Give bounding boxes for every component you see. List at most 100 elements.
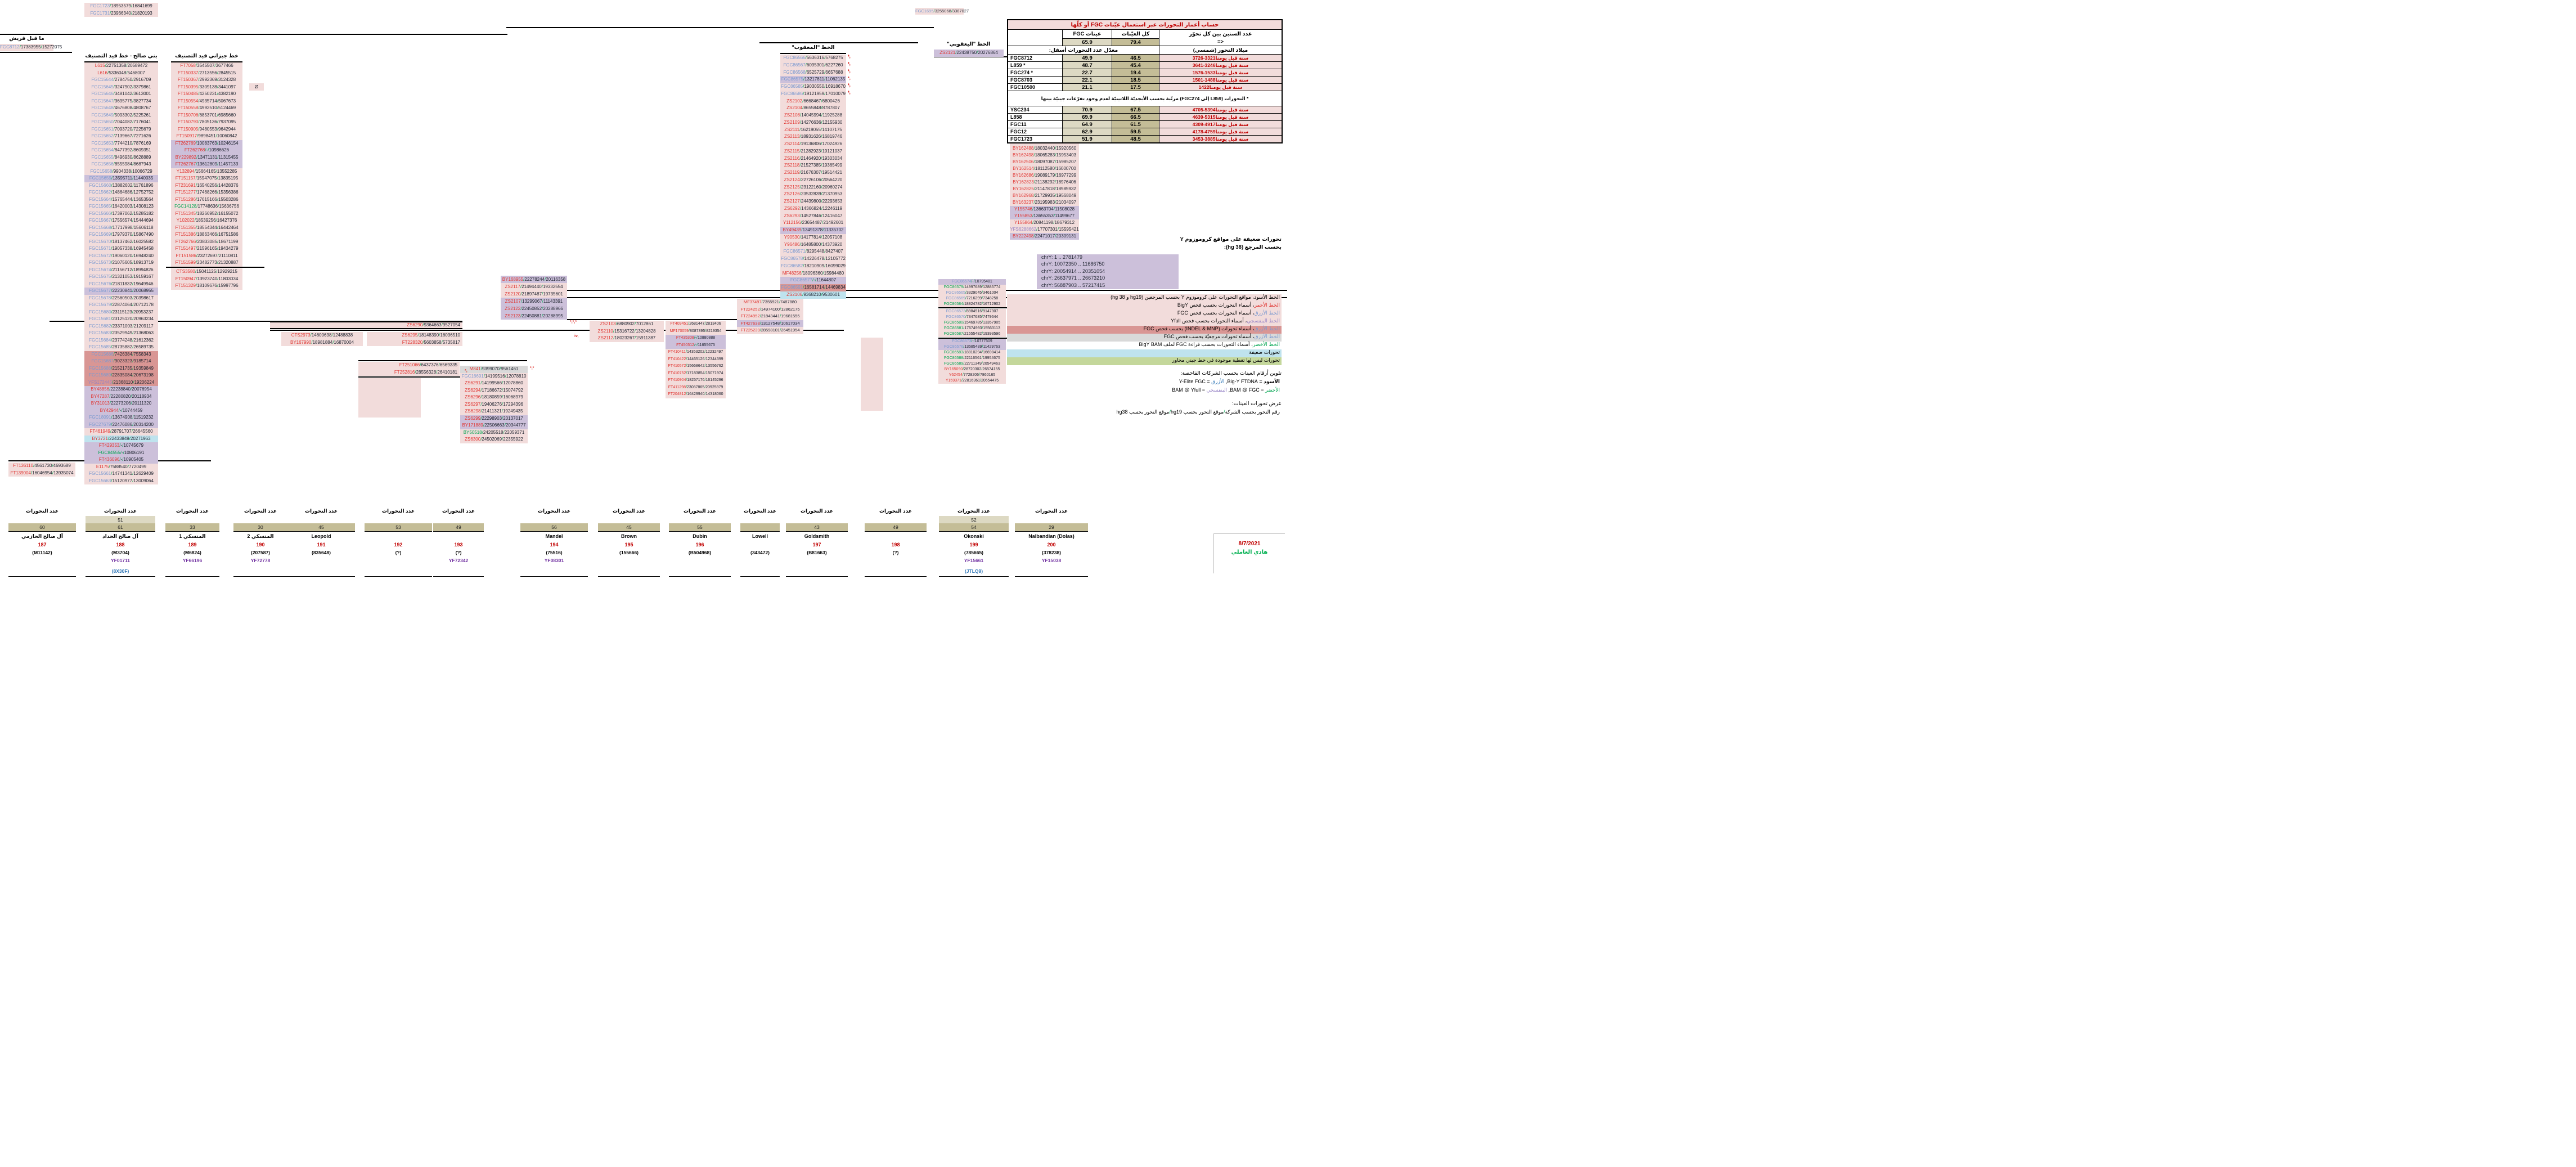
snp-cell-FGC15678: FGC15678/22560503/20398617 [84, 294, 158, 302]
age-val-all: 17.5 [1112, 83, 1159, 91]
snp-cell-FT262768: FT262768/-/10986626 [171, 147, 242, 154]
age-date-range: 4309-4917سنة قبل يومنا [1159, 120, 1282, 128]
snp-cell-BY162506: BY162506/18097087/15985207 [1010, 159, 1079, 165]
snp-cell-FGC86569: FGC86569/7216299/7348258 [938, 296, 1006, 302]
snp-name: ZS2121 [939, 50, 956, 55]
branch-marker: *, [848, 62, 851, 66]
snp-name: BY50518 [463, 429, 482, 435]
legend-row: الخط الأسود، مواقع التحورات على كروموزوم… [1007, 294, 1282, 302]
snp-cell-YFS172445: YFS172445/21368110/19206224 [84, 379, 158, 386]
snp-cell-FGC15668: FGC15668/17717998/15606118 [84, 224, 158, 231]
snp-name: FT151497 [175, 246, 196, 251]
snp-cell-FT150558: FT150558/4992510/5124469 [171, 105, 242, 112]
snp-name: FGC15682 [89, 323, 111, 329]
sample-number: 200 [1047, 542, 1056, 547]
branch-marker: *, [465, 369, 467, 373]
snp-cell-BY42944: BY42944/-/10744459 [84, 407, 158, 414]
snp-name: FT139004 [10, 470, 31, 475]
snp-name: YFS172445 [88, 379, 113, 385]
snp-name: FT262767 [175, 161, 196, 167]
age-col-all: كل العيّنات [1112, 29, 1159, 38]
snp-name: BY31013 [91, 401, 110, 406]
age-val-all: 18.5 [1112, 76, 1159, 83]
snp-cell-FGC15664: FGC15664/15765444/13653564 [84, 196, 158, 203]
snp-cell-BY167990: BY167990/18981884/16870004 [281, 339, 363, 346]
sample-col-underline [287, 576, 355, 577]
sample-col-header: عدد التحورات [1035, 508, 1068, 514]
snp-name: FGC15646 [91, 91, 114, 96]
sample-name: Brown [621, 533, 637, 539]
snp-cell-FT411298: FT411298/23087865/20925979 [666, 384, 726, 391]
sample-kit-id: (?) [455, 550, 462, 555]
branch-marker: *, [848, 91, 851, 95]
sample-yfull-id: YF15038 [1041, 558, 1062, 563]
sample-name: Mandel [545, 533, 563, 539]
sample-count-bar: 53 [365, 523, 432, 532]
snp-cell-FGC86579: FGC86579/14997689/12885774 [938, 285, 1006, 290]
snp-name: FGC15678 [89, 295, 111, 300]
age-val-all: 48.5 [1112, 135, 1159, 142]
snp-name: FT262768 [184, 147, 205, 152]
age-fgc-avg: 65.9 [1062, 38, 1112, 46]
snp-cell-FGC15666: FGC15666/17397062/15285182 [84, 210, 158, 217]
age-date-range: 4705-5394سنة قبل يومنا [1159, 106, 1282, 113]
sample-yfull-id: YF72342 [448, 558, 469, 563]
sample-count-bar: 33 [165, 523, 219, 532]
sample-col-header: عدد التحورات [743, 508, 777, 514]
snp-cell-FGC15669: FGC15669/17979370/15867490 [84, 231, 158, 239]
snp-cell-ZS6297: ZS6297/19406276/17294396 [460, 401, 528, 408]
sample-col-header: عدد التحورات [304, 508, 338, 514]
snp-cell-BY31013: BY31013/22273206/20111320 [84, 400, 158, 407]
snp-cell-FGC8712: FGC8712/17383955/15272075 [0, 44, 62, 51]
snp-name: FGC15659 [89, 176, 111, 181]
snp-name: FT150485 [177, 91, 199, 96]
snp-name: BY47287 [91, 393, 110, 399]
snp-cell-BY48856: BY48856/22238840/20076954 [84, 386, 158, 393]
snp-cell-FGC15673: FGC15673/21075605/18913719 [84, 259, 158, 267]
snp-cell-FT450512: FT450512/-/11655675 [666, 342, 726, 349]
snp-cell-FGC86591: FGC86591/16581714/14469834 [780, 284, 846, 291]
sample-yfull-id: YF72778 [250, 558, 271, 563]
snp-name: BY163237 [1012, 200, 1034, 205]
snp-name: FT150558 [177, 105, 199, 110]
sample-col-underline [1015, 576, 1088, 577]
age-val-all: 59.5 [1112, 128, 1159, 135]
snp-cell-FGC86584: FGC86584/18824782/16712902 [938, 302, 1006, 307]
sample-number: 198 [891, 542, 900, 547]
snp-cell-FT262769: FT262769/10083763/10246154 [171, 140, 242, 147]
snp-name: BY162514 [1013, 166, 1034, 171]
snp-cell-MF37497: MF37497/7355921/7487880 [737, 299, 803, 306]
snp-cell-FGC16691: FGC16691/14199516/12078810 [460, 372, 528, 380]
snp-cell-FT150395: FT150395/3309138/3441097 [171, 83, 242, 91]
snp-cell-ZS6294: ZS6294/17186672/15074792 [460, 387, 528, 394]
snp-name: BY222498 [1012, 234, 1034, 239]
age-val-fgc: 22.1 [1062, 76, 1112, 83]
sample-count-bar: 61 [86, 523, 155, 532]
sample-count-bar: 49 [433, 523, 484, 532]
snp-cell-ZS6292: ZS6292/14366824/12246119 [780, 205, 846, 213]
tree-line [0, 34, 507, 35]
sample-name: آل صالح الحداد [102, 533, 138, 539]
snp-cell-FGC86575: FGC86575/13217811/11062135 [780, 76, 846, 83]
sample-number: 195 [624, 542, 633, 547]
sample-count-bar [740, 523, 780, 532]
snp-cell-ZS2117: ZS2117/21494440/19332554 [501, 283, 567, 290]
snp-name: FGC15669 [89, 232, 111, 237]
snp-cell-ZS2116: ZS2116/21464920/19303034 [780, 155, 846, 163]
snp-cell-Y62454: Y62454/7728206/7860165 [938, 372, 1006, 378]
snp-name: FGC86577 [790, 277, 812, 283]
age-date-range: 4639-5315سنة قبل يومنا [1159, 113, 1282, 120]
snp-cell-L615: L615/22751358/20589472 [84, 62, 158, 70]
snp-name: FGC15648 [91, 105, 114, 110]
snp-cell-ZS2127: ZS2127/24439800/22293653 [780, 198, 846, 205]
tree-line [759, 42, 918, 43]
branch-marker: *, [848, 84, 851, 88]
snp-cell-FT409451: FT409451/2681447/2813406 [666, 321, 726, 328]
snp-name: FGC15660 [89, 182, 111, 188]
sample-name: Okonski [964, 533, 984, 539]
mutation-tree-canvas: 8/7/2021 هادي العاملي Ø FGC1723/18953579/… [0, 0, 1288, 584]
snp-cell-FGC15689: FGC15689/22835084/20673198 [84, 372, 158, 379]
branch-marker: *,*,* [570, 320, 577, 324]
snp-cell-FT427638: FT427638/13127548/10617034 [737, 320, 803, 327]
snp-name: FT150947 [175, 276, 196, 281]
